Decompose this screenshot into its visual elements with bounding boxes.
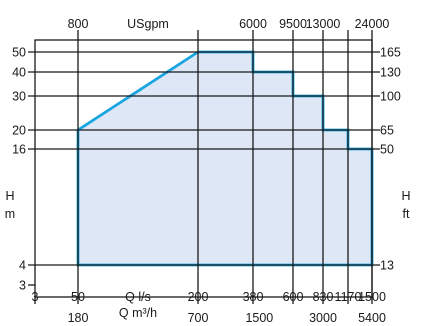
gridlines xyxy=(28,30,380,304)
top-tick-label: 24000 xyxy=(355,17,390,31)
right-axis-unit: ft xyxy=(403,207,410,221)
bottom-tick-label-m3h: 180 xyxy=(68,311,89,325)
left-axis-label: H xyxy=(5,189,14,203)
top-tick-label: 6000 xyxy=(239,17,267,31)
left-tick-label: 40 xyxy=(12,66,26,80)
bottom-tick-label-ls: 200 xyxy=(188,290,209,304)
bottom-tick-label-ls: 3 xyxy=(32,290,39,304)
bottom-axis-label-m3h: Q m³/h xyxy=(119,306,157,320)
top-tick-label: 9500 xyxy=(279,17,307,31)
bottom-tick-label-ls: 380 xyxy=(243,290,264,304)
right-tick-label: 13 xyxy=(380,259,394,273)
bottom-tick-label-m3h: 3000 xyxy=(309,311,337,325)
bottom-tick-label-m3h: 5400 xyxy=(358,311,386,325)
bottom-tick-label-m3h: 700 xyxy=(188,311,209,325)
left-tick-label: 16 xyxy=(12,143,26,157)
left-tick-label: 30 xyxy=(12,90,26,104)
bottom-tick-label-ls: 830 xyxy=(313,290,334,304)
right-tick-label: 65 xyxy=(380,124,394,138)
top-axis-unit: USgpm xyxy=(127,17,169,31)
right-tick-label: 165 xyxy=(380,46,401,60)
bottom-tick-label-ls: 600 xyxy=(283,290,304,304)
left-axis-unit: m xyxy=(5,207,15,221)
bottom-tick-label-ls: 1500 xyxy=(358,290,386,304)
bottom-axis-label-ls: Q l/s xyxy=(125,290,151,304)
right-axis-label: H xyxy=(401,189,410,203)
right-tick-label: 50 xyxy=(380,143,394,157)
bottom-tick-label-ls: 1170 xyxy=(335,290,362,304)
bottom-tick-label-m3h: 1500 xyxy=(245,311,273,325)
left-tick-label: 4 xyxy=(19,259,26,273)
top-tick-label: 13000 xyxy=(306,17,341,31)
top-tick-label: 800 xyxy=(68,17,89,31)
right-tick-label: 130 xyxy=(380,66,401,80)
envelope-layer xyxy=(76,50,374,267)
left-tick-label: 3 xyxy=(19,279,26,293)
left-tick-label: 50 xyxy=(12,46,26,60)
left-tick-label: 20 xyxy=(12,124,26,138)
right-tick-label: 100 xyxy=(380,90,401,104)
operating-envelope xyxy=(76,50,374,267)
bottom-tick-label-ls: 50 xyxy=(71,290,85,304)
